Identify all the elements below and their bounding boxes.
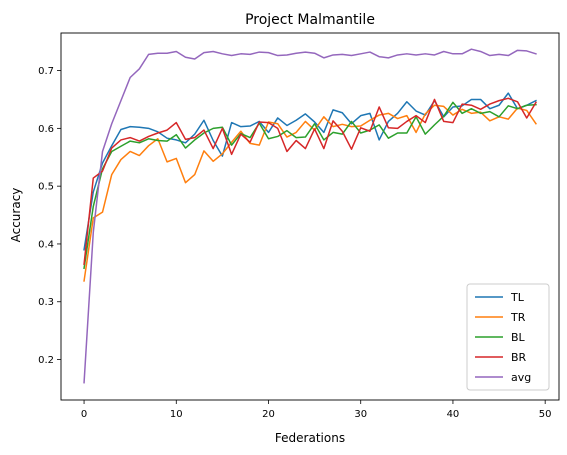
y-axis-label: Accuracy	[9, 188, 23, 243]
legend-frame	[466, 283, 550, 391]
legend-label: BR	[511, 351, 527, 364]
x-tick-label: 20	[262, 409, 275, 420]
series-line-br	[83, 97, 537, 266]
y-tick-label: 0.6	[38, 124, 54, 135]
legend-label: TR	[510, 311, 526, 324]
legend-label: avg	[511, 371, 531, 384]
x-tick-label: 30	[354, 409, 367, 420]
legend-label: BL	[511, 331, 526, 344]
y-tick-label: 0.2	[38, 355, 54, 366]
x-tick-label: 50	[539, 409, 552, 420]
plot-area	[83, 48, 537, 384]
x-axis-ticks: 0 10 20 30 40 50	[81, 400, 552, 420]
series-line-tr	[83, 104, 537, 282]
x-tick-label: 40	[447, 409, 460, 420]
series-line-bl	[83, 101, 537, 270]
y-axis-ticks: 0.2 0.3 0.4 0.5 0.6 0.7	[38, 66, 61, 366]
x-axis-label: Federations	[275, 431, 345, 445]
y-tick-label: 0.5	[38, 182, 54, 193]
y-tick-label: 0.3	[38, 297, 54, 308]
x-tick-label: 0	[81, 409, 87, 420]
y-tick-label: 0.4	[38, 239, 54, 250]
legend-label: TL	[510, 291, 525, 304]
chart-title: Project Malmantile	[245, 12, 375, 28]
series-line-avg	[83, 48, 537, 384]
legend: TL TR BL BR avg	[466, 283, 550, 391]
y-tick-label: 0.7	[38, 66, 54, 77]
plot-frame	[60, 32, 560, 401]
x-tick-label: 10	[170, 409, 183, 420]
